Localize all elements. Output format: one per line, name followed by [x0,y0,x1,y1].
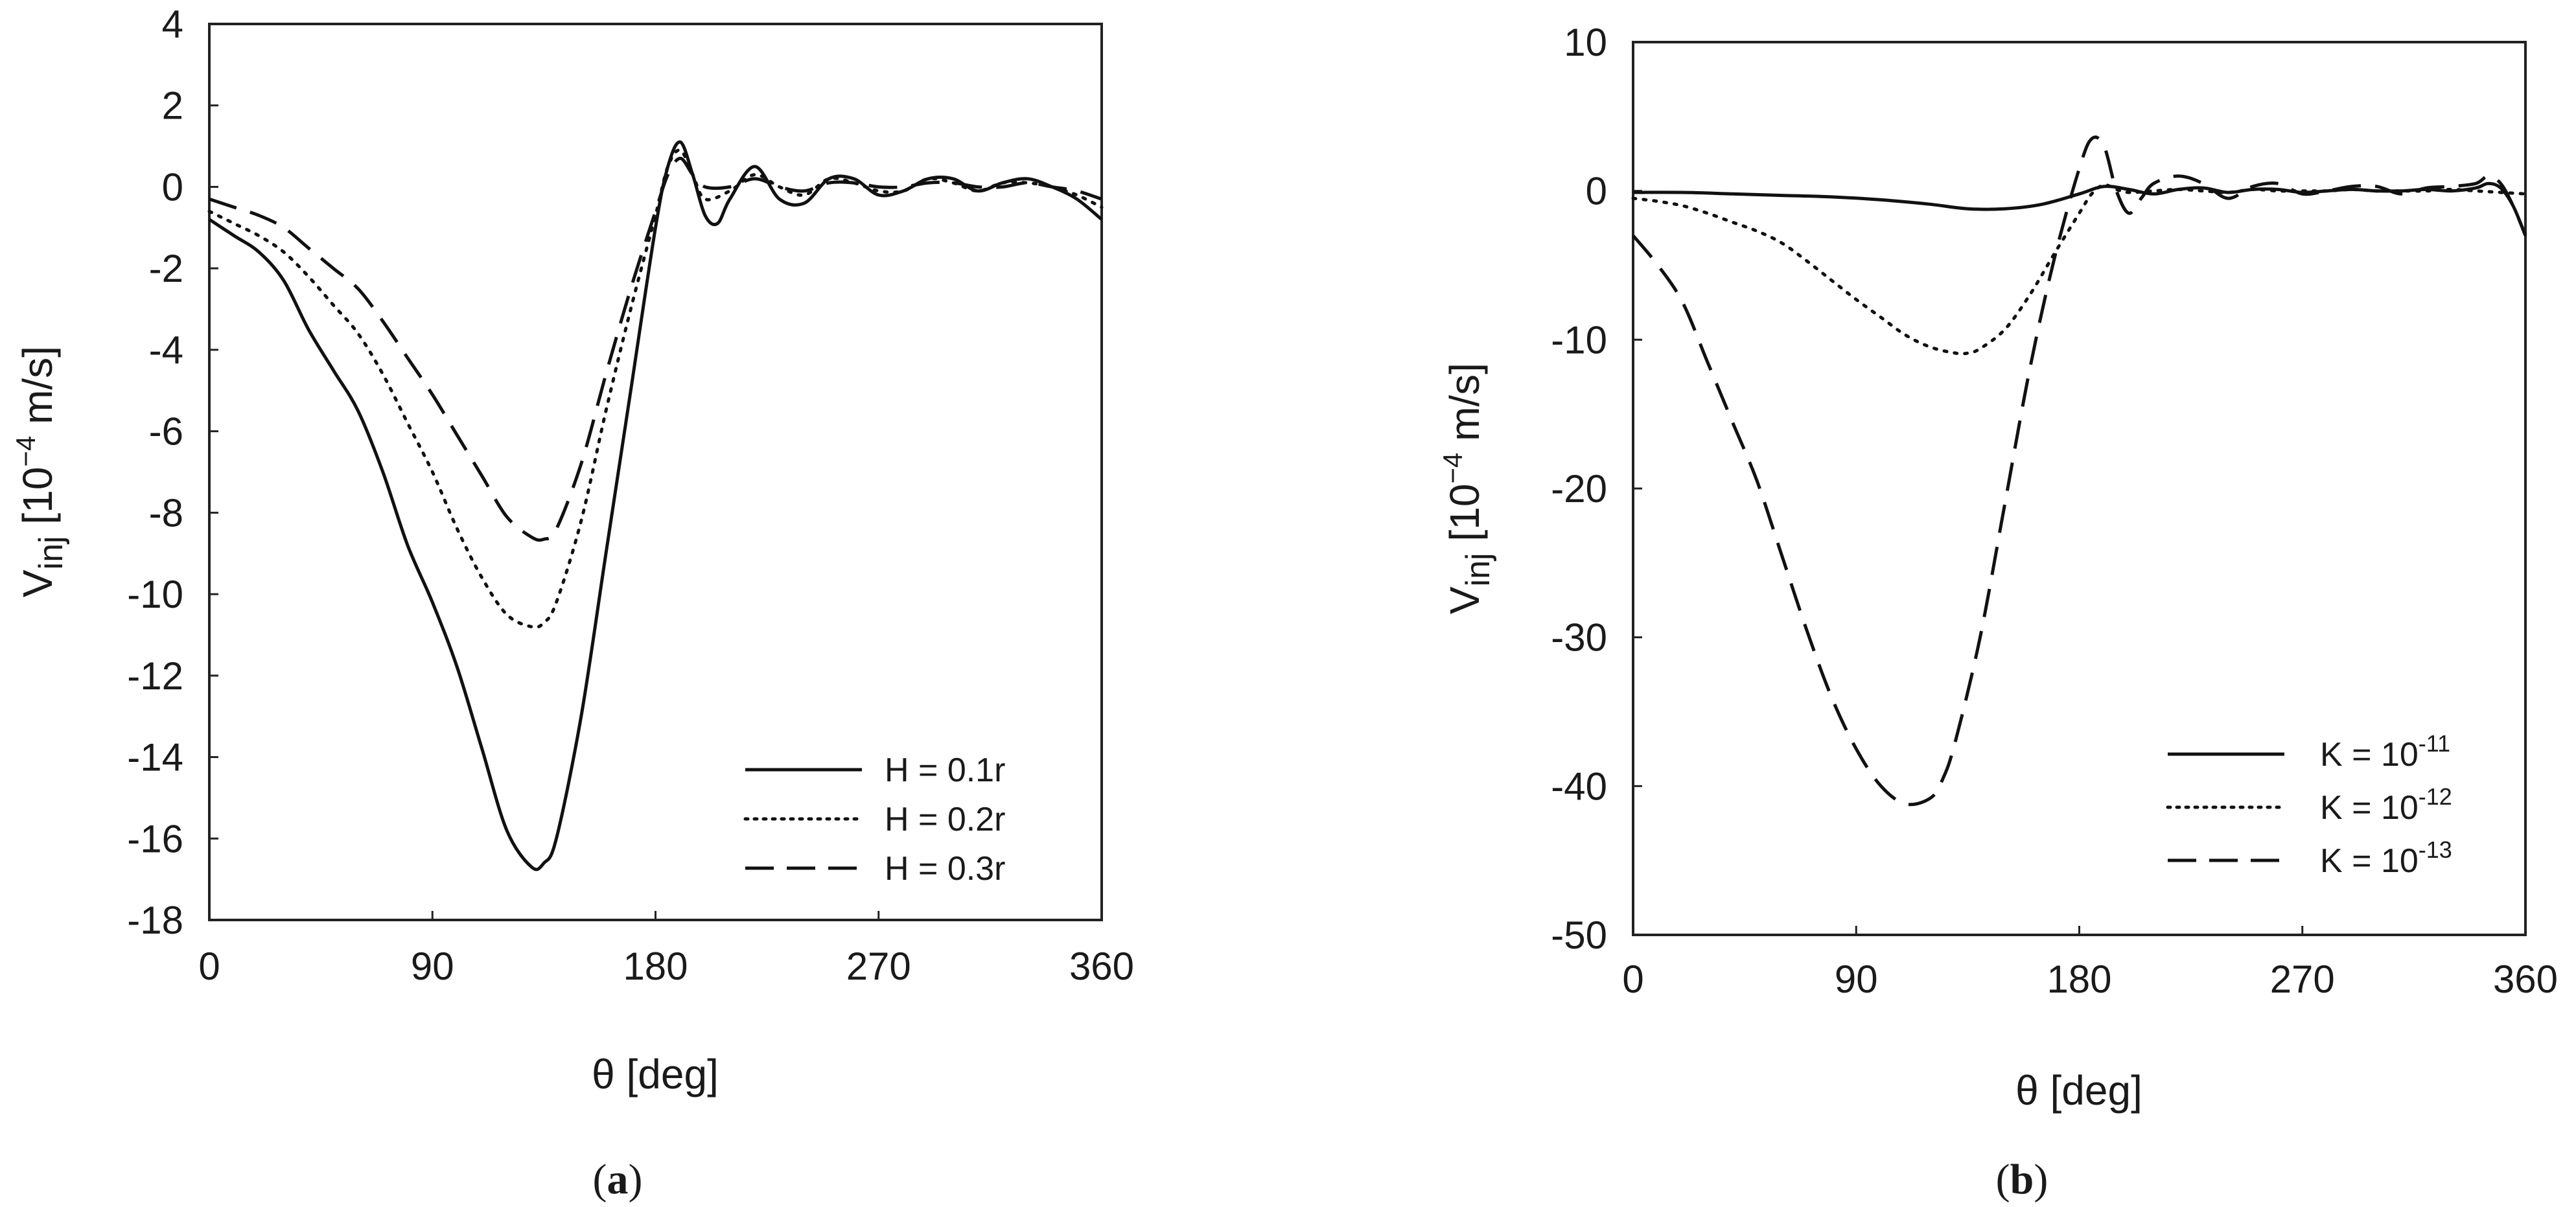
legend-label: H = 0.1r [885,752,1005,789]
y-axis-title-main: V [14,569,61,597]
panel-a: 420-2-4-6-8-10-12-14-16-18 0 90 180 270 360 … [10,3,1134,1203]
y-axis-title: Vinj [10−4 m/s] [10,346,70,597]
legend-label: H = 0.3r [885,850,1005,888]
x-tick-label: 180 [2047,958,2111,1001]
legend: K = 10-11 K = 10-12 K = 10-13 [2166,730,2452,880]
legend-label: K = 10-12 [2320,783,2452,827]
y-axis-title-unit: [10 [14,467,61,536]
y-axis: 4 2 0 -2 -4 -6 -8 -10 -12 -14 -16 -18 [127,3,218,942]
series-layer [1631,135,2527,807]
y-axis-title-exp: −4 [1437,453,1468,484]
y-axis: 10 0 -10 -20 -30 -40 -50 [1551,21,1642,957]
y-tick-label: -6 [149,410,183,454]
y-tick-label: 0 [162,165,183,209]
legend-label: K = 10-13 [2320,836,2452,880]
y-axis-title-suffix: m/s] [14,346,61,436]
y-tick-label: -40 [1551,764,1607,808]
y-tick-label: -12 [127,654,183,698]
y-axis-title-sub: inj [1459,553,1497,586]
x-tick-label: 360 [2493,958,2558,1001]
x-axis-title: θ [deg] [592,1051,719,1098]
panel-b: 100-10-20-30-40-50 0 90 180 270 360 θ [deg] … [1437,21,2558,1203]
panel-caption: (a) [593,1156,643,1203]
y-tick-label: -18 [127,899,183,942]
panel-caption: (b) [1996,1156,2048,1203]
y-axis-title-suffix: m/s] [1441,363,1488,453]
x-tick-label: 270 [2270,958,2335,1001]
y-tick-label: -50 [1551,914,1607,957]
y-axis-title: Vinj [10−4 m/s] [1437,363,1497,614]
y-axis-title-sub: inj [32,536,70,569]
x-tick-label: 0 [198,945,220,988]
y-tick-label: 0 [1586,170,1607,213]
y-axis-title-exp: −4 [10,436,41,467]
x-tick-label: 90 [411,945,454,988]
legend-label: K = 10-11 [2320,730,2450,774]
y-tick-label: 2 [162,84,183,128]
x-tick-label: 270 [846,945,911,988]
series-line-dashed [1632,135,2527,807]
x-axis: 0 90 180 270 360 [198,911,1134,988]
y-tick-label: -20 [1551,467,1607,511]
y-tick-label: 4 [162,3,183,46]
legend: H = 0.1r H = 0.2r H = 0.3r [743,752,1005,888]
y-tick-label: -30 [1551,616,1607,660]
y-tick-label: -10 [1551,318,1607,362]
y-tick-label: -4 [149,328,183,372]
series-line-solid [208,140,1103,871]
x-tick-label: 180 [623,945,688,988]
y-tick-label: -14 [127,736,183,779]
x-tick-label: 360 [1069,945,1134,988]
y-tick-label: -8 [149,491,183,535]
series-line-dashed [209,156,1102,542]
x-tick-label: 0 [1622,958,1643,1001]
y-tick-label: -16 [127,817,183,860]
x-axis-title: θ [deg] [2015,1067,2142,1114]
series-layer [207,140,1104,871]
y-tick-label: -2 [149,247,183,290]
x-axis: 0 90 180 270 360 [1622,926,2558,1001]
x-tick-label: 90 [1835,958,1878,1001]
y-tick-label: -10 [127,573,183,616]
legend-label: H = 0.2r [885,801,1005,838]
y-axis-title-unit: [10 [1441,484,1488,553]
y-axis-title-main: V [1441,586,1488,614]
y-tick-label: 10 [1564,21,1607,64]
